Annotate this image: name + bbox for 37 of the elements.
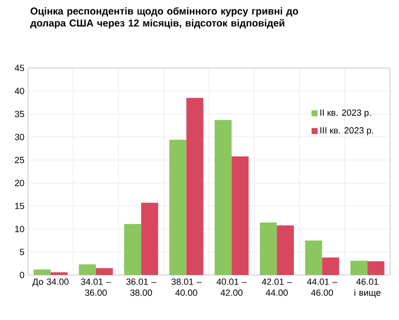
y-tick-label: 25 — [14, 156, 24, 164]
bar — [350, 260, 368, 275]
y-tick-label: 20 — [14, 180, 24, 186]
legend-label: ІІ кв. 2023 р. — [320, 109, 371, 118]
y-tick-label: 0 — [20, 272, 24, 278]
y-tick-label: 10 — [15, 226, 24, 232]
x-tick-label: 34.01 – 36.00 — [81, 278, 112, 296]
bar — [232, 156, 249, 275]
bar — [169, 140, 186, 275]
bar — [186, 98, 204, 275]
x-tick-label: 46.01 і вище — [354, 278, 380, 298]
bar — [367, 261, 384, 275]
x-tick-label: 44.01 – 46.00 — [307, 278, 338, 296]
bar — [214, 120, 232, 275]
x-tick-label: 36.01 – 38.00 — [126, 278, 156, 296]
bar — [78, 264, 96, 275]
y-tick-label: 40 — [14, 88, 24, 94]
legend-label: ІІІ кв. 2023 р. — [320, 127, 374, 136]
bar — [322, 258, 340, 275]
bar — [141, 202, 158, 275]
bar — [260, 222, 277, 275]
x-tick-label: 38.01 – 40.00 — [172, 278, 202, 296]
chart-title: Оцінка респондентів щодо обмінного курсу гривні до долара США через 12 місяців, відсоток відповідей — [30, 7, 298, 29]
bar — [276, 225, 294, 275]
y-tick-label: 5 — [20, 248, 24, 256]
bar — [305, 240, 322, 275]
y-tick-label: 45 — [14, 64, 24, 72]
bar — [96, 268, 113, 275]
y-tick-label: 35 — [14, 110, 24, 118]
y-tick-label: 15 — [15, 202, 24, 210]
y-tick-label: 30 — [14, 134, 24, 140]
bar — [34, 269, 51, 275]
x-tick-label: До 34.00 — [32, 278, 69, 287]
x-tick-label: 42.01 – 44.00 — [262, 278, 292, 296]
x-tick-label: 40.01 – 42.00 — [216, 278, 247, 296]
bar — [124, 224, 142, 275]
bar — [50, 272, 68, 275]
